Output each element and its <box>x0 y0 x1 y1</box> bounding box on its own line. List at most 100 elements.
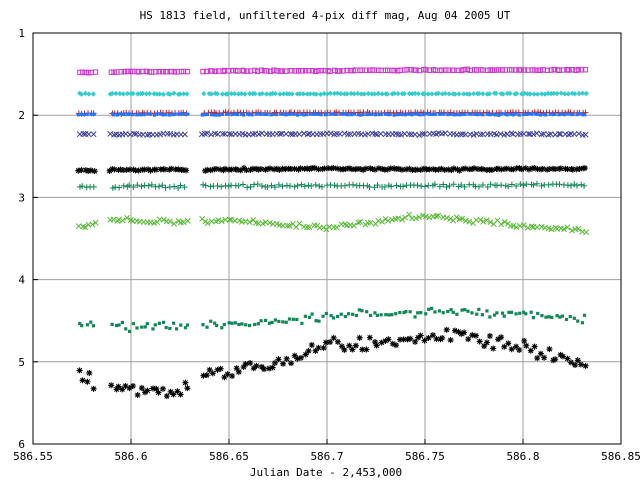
data-point <box>260 366 267 373</box>
data-point <box>321 165 328 172</box>
data-point <box>294 355 301 362</box>
data-point <box>269 364 276 371</box>
data-point <box>205 325 209 329</box>
data-point <box>453 214 460 221</box>
data-point <box>250 365 257 372</box>
data-point <box>534 91 541 97</box>
data-point <box>551 90 557 96</box>
data-point <box>389 340 396 347</box>
data-point <box>317 319 321 323</box>
data-point <box>154 91 160 97</box>
data-point <box>388 183 395 190</box>
data-point <box>163 393 170 400</box>
data-point <box>334 112 338 116</box>
data-point <box>571 112 575 117</box>
data-point <box>333 224 340 231</box>
data-point <box>214 131 221 138</box>
data-point <box>156 183 163 190</box>
data-point <box>516 346 523 353</box>
data-point <box>539 113 543 117</box>
data-point <box>443 326 450 333</box>
data-point <box>143 91 149 97</box>
data-point <box>352 112 357 116</box>
data-point <box>156 68 162 75</box>
data-point <box>511 113 515 117</box>
data-point <box>583 90 589 97</box>
data-point <box>159 182 166 189</box>
data-point <box>288 166 295 173</box>
data-point <box>490 345 497 352</box>
data-point <box>582 313 587 317</box>
data-point <box>138 183 145 190</box>
data-point <box>86 369 93 376</box>
data-point <box>92 219 99 226</box>
data-point <box>575 130 582 137</box>
data-point <box>562 91 568 97</box>
data-point <box>80 130 87 137</box>
series-x-4 <box>76 130 589 139</box>
data-point <box>217 166 224 173</box>
data-point <box>323 113 327 117</box>
data-point <box>166 166 173 173</box>
data-point <box>315 68 322 74</box>
data-point <box>417 332 424 339</box>
data-point <box>365 310 369 314</box>
data-point <box>319 113 323 117</box>
data-point <box>582 131 589 138</box>
data-point <box>517 223 524 229</box>
data-point <box>296 220 303 227</box>
data-point <box>271 184 278 191</box>
data-point <box>314 112 318 116</box>
data-point <box>271 166 278 173</box>
data-point <box>531 343 538 350</box>
data-point <box>236 112 240 117</box>
data-point <box>322 339 329 346</box>
data-point <box>473 332 480 339</box>
data-point <box>407 335 414 342</box>
data-point <box>291 317 295 321</box>
data-point <box>480 313 484 317</box>
data-point <box>200 181 207 188</box>
data-point <box>530 131 537 138</box>
data-point <box>331 90 338 97</box>
data-point <box>520 222 527 229</box>
data-point <box>304 91 311 97</box>
data-point <box>501 343 508 350</box>
data-point <box>286 183 293 190</box>
data-point <box>287 131 294 137</box>
data-point <box>580 321 585 325</box>
data-point <box>222 322 226 327</box>
data-point <box>250 113 254 117</box>
series-open-square-0 <box>77 66 589 76</box>
data-point <box>302 113 306 117</box>
data-point <box>107 91 113 97</box>
data-point <box>279 222 286 229</box>
data-point <box>343 314 347 319</box>
data-point <box>384 91 390 97</box>
data-point <box>498 334 505 341</box>
data-point <box>393 182 400 189</box>
data-point <box>200 372 207 379</box>
data-point <box>505 340 512 347</box>
data-point <box>171 183 178 190</box>
data-point <box>510 131 517 138</box>
data-point <box>185 323 190 327</box>
data-point <box>117 91 123 97</box>
data-point <box>565 91 571 97</box>
data-point <box>500 311 505 315</box>
y-tick-label: 1 <box>18 27 25 40</box>
data-point <box>365 112 369 117</box>
data-point <box>222 182 229 189</box>
data-point <box>496 67 502 73</box>
data-point <box>560 314 565 318</box>
data-point <box>366 334 373 341</box>
data-point <box>429 332 436 339</box>
data-point <box>224 371 231 378</box>
data-point <box>487 219 494 225</box>
data-point <box>492 313 497 317</box>
data-point <box>112 184 119 191</box>
data-point <box>439 112 443 116</box>
data-point <box>298 181 305 188</box>
data-point <box>355 90 361 97</box>
data-point <box>462 165 469 172</box>
